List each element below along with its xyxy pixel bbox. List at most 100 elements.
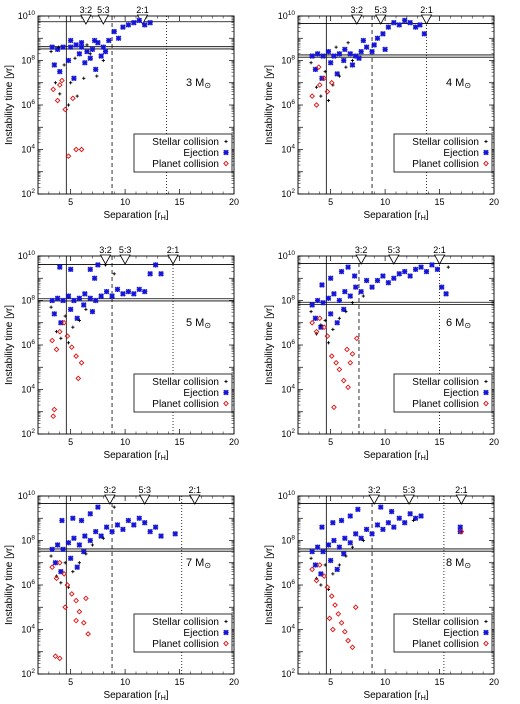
ejection-point — [87, 295, 94, 302]
planet-point — [326, 615, 333, 622]
y-tick-label: 104 — [21, 144, 35, 155]
ejection-point — [340, 306, 347, 313]
ejection-point — [78, 44, 85, 50]
ejection-point — [147, 271, 153, 277]
legend-stellar-label: Stellar collision — [152, 617, 219, 628]
ejection-point — [391, 275, 397, 282]
ejection-point — [340, 551, 347, 557]
ejection-point — [82, 59, 88, 66]
legend-ejection-label: Ejection — [183, 388, 219, 399]
planet-point — [336, 366, 343, 373]
ejection-point — [320, 53, 326, 59]
ejection-point — [380, 526, 386, 533]
stellar-point — [66, 103, 71, 107]
ejection-point — [388, 508, 395, 515]
planet-point — [341, 628, 348, 635]
ejection-point — [59, 517, 65, 524]
ejection-point — [382, 46, 388, 53]
ejection-point — [342, 535, 348, 542]
ejection-point — [60, 44, 66, 50]
resonance-label: 5:3 — [138, 485, 151, 495]
planet-point — [49, 337, 55, 344]
chart-panel-5: 102 104 106 108 1010 5 10 15 20 Separation [rH] In… — [4, 485, 239, 702]
ejection-point — [141, 288, 148, 295]
ejection-point — [125, 22, 132, 28]
y-tick-label: 106 — [21, 579, 35, 590]
legend-planet-symbol — [223, 640, 229, 647]
ejection-point — [91, 275, 98, 282]
ejection-point — [82, 291, 88, 297]
ejection-point — [396, 271, 403, 277]
y-tick-label: 1010 — [278, 490, 296, 501]
stellar-point — [309, 61, 313, 65]
planet-point — [340, 377, 347, 384]
y-tick-label: 104 — [21, 624, 35, 635]
stellar-point — [323, 563, 327, 567]
ejection-point — [320, 548, 326, 555]
planet-point — [328, 353, 335, 359]
planet-point — [324, 584, 331, 591]
ejection-point — [131, 291, 137, 297]
x-tick-label: 15 — [435, 197, 445, 207]
y-tick-label: 102 — [21, 188, 35, 199]
ejection-point — [71, 297, 77, 304]
ejection-point — [331, 53, 337, 59]
ejection-point — [54, 46, 61, 53]
ejection-point — [331, 537, 337, 544]
legend-planet-label: Planet collision — [412, 399, 479, 410]
ejection-point — [152, 524, 159, 530]
ejection-point — [421, 31, 428, 37]
ejection-point — [371, 42, 377, 48]
ejection-point — [352, 284, 359, 290]
stellar-point — [323, 70, 327, 74]
planet-point — [345, 637, 351, 644]
ejection-point — [67, 266, 74, 273]
legend-stellar-label: Stellar collision — [152, 377, 219, 388]
planet-point — [324, 88, 331, 95]
stellar-point — [326, 98, 331, 103]
y-tick-label: 106 — [21, 339, 35, 350]
ejection-point — [125, 288, 132, 295]
stellar-point — [84, 307, 88, 311]
ejection-point — [78, 39, 85, 46]
planet-point — [73, 353, 79, 359]
stellar-point — [319, 323, 323, 327]
planet-point — [321, 324, 327, 331]
planet-point — [352, 604, 359, 611]
ejection-point — [325, 295, 332, 302]
planet-point — [331, 404, 337, 411]
resonance-label: 5:3 — [388, 245, 401, 255]
ejection-point — [363, 277, 370, 284]
ejection-point — [369, 284, 375, 290]
legend-stellar-symbol — [484, 139, 488, 144]
stellar-point — [62, 63, 66, 67]
stellar-point — [350, 58, 355, 63]
ejection-point — [374, 277, 381, 284]
legend-planet-label: Planet collision — [412, 639, 479, 650]
ejection-point — [141, 22, 148, 28]
planet-point — [316, 562, 323, 568]
ejection-point — [407, 511, 413, 517]
mass-label: 8 M⊙ — [446, 557, 471, 570]
ejection-point — [418, 264, 424, 270]
ejection-point — [319, 524, 325, 530]
resonance-label: 5:3 — [97, 5, 110, 15]
resonance-label: 3:2 — [80, 5, 93, 15]
y-tick-label: 104 — [281, 624, 295, 635]
y-tick-label: 1010 — [278, 10, 296, 21]
mass-label: 7 M⊙ — [186, 557, 211, 570]
resonance-label: 2:1 — [420, 5, 433, 15]
ejection-point — [57, 264, 63, 270]
planet-point — [458, 528, 465, 535]
ejection-point — [102, 48, 109, 55]
y-axis-label: Instability time [yr] — [4, 545, 15, 625]
ejection-point — [320, 299, 326, 306]
resonance-label: 5:3 — [119, 245, 132, 255]
y-tick-label: 1010 — [18, 10, 36, 21]
y-tick-label: 108 — [281, 535, 295, 546]
ejection-point — [82, 533, 88, 539]
x-tick-label: 10 — [380, 197, 390, 207]
ejection-point — [91, 37, 98, 44]
resonance-label: 3:2 — [104, 485, 117, 495]
ejection-point — [172, 531, 178, 537]
